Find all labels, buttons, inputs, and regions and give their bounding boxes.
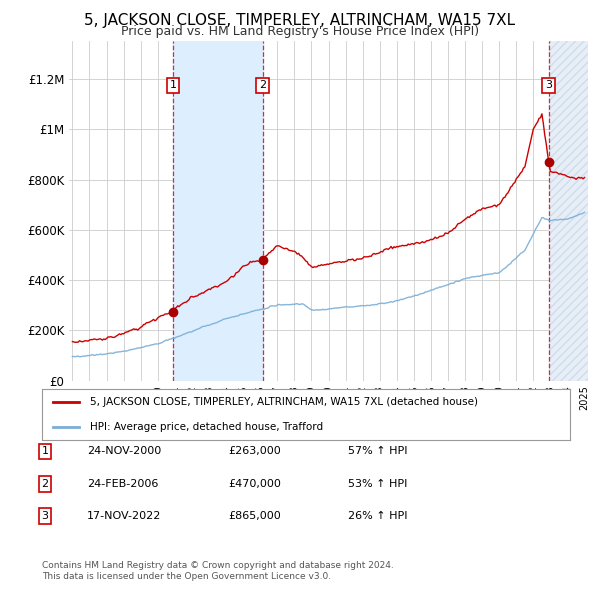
- Text: 17-NOV-2022: 17-NOV-2022: [87, 512, 161, 521]
- Text: Price paid vs. HM Land Registry's House Price Index (HPI): Price paid vs. HM Land Registry's House …: [121, 25, 479, 38]
- Text: 3: 3: [41, 512, 49, 521]
- Text: 2: 2: [259, 80, 266, 90]
- Bar: [173, 41, 263, 381]
- Text: This data is licensed under the Open Government Licence v3.0.: This data is licensed under the Open Gov…: [42, 572, 331, 581]
- Text: 1: 1: [170, 80, 176, 90]
- Text: 1: 1: [41, 447, 49, 456]
- Text: £470,000: £470,000: [228, 479, 281, 489]
- Text: 5, JACKSON CLOSE, TIMPERLEY, ALTRINCHAM, WA15 7XL: 5, JACKSON CLOSE, TIMPERLEY, ALTRINCHAM,…: [85, 13, 515, 28]
- Text: 53% ↑ HPI: 53% ↑ HPI: [348, 479, 407, 489]
- Text: 57% ↑ HPI: 57% ↑ HPI: [348, 447, 407, 456]
- Text: £865,000: £865,000: [228, 512, 281, 521]
- Text: HPI: Average price, detached house, Trafford: HPI: Average price, detached house, Traf…: [89, 422, 323, 432]
- Bar: [549, 41, 593, 381]
- Text: £263,000: £263,000: [228, 447, 281, 456]
- Text: 2: 2: [41, 479, 49, 489]
- Text: 24-FEB-2006: 24-FEB-2006: [87, 479, 158, 489]
- Text: Contains HM Land Registry data © Crown copyright and database right 2024.: Contains HM Land Registry data © Crown c…: [42, 560, 394, 569]
- Text: 5, JACKSON CLOSE, TIMPERLEY, ALTRINCHAM, WA15 7XL (detached house): 5, JACKSON CLOSE, TIMPERLEY, ALTRINCHAM,…: [89, 397, 478, 407]
- Bar: [549, 41, 593, 381]
- Text: 26% ↑ HPI: 26% ↑ HPI: [348, 512, 407, 521]
- Text: 3: 3: [545, 80, 552, 90]
- Text: 24-NOV-2000: 24-NOV-2000: [87, 447, 161, 456]
